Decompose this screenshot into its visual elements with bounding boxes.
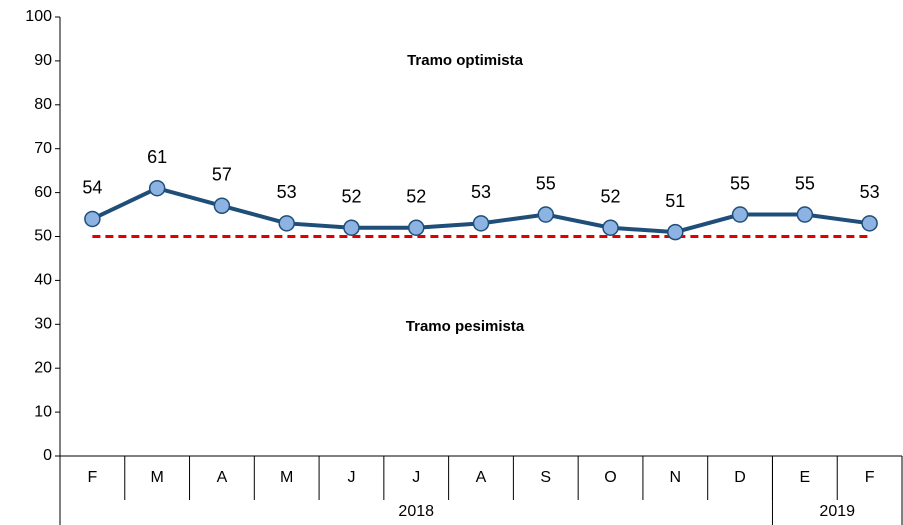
data-label: 51 [665, 191, 685, 211]
marker [796, 206, 814, 223]
data-label: 52 [341, 186, 361, 206]
x-tick-label: S [540, 469, 551, 486]
y-tick-label: 100 [25, 8, 52, 25]
y-tick-label: 30 [34, 316, 52, 333]
data-label: 53 [860, 182, 880, 202]
marker [213, 197, 231, 215]
x-tick-label: J [347, 469, 355, 486]
x-tick-label: M [280, 469, 293, 486]
x-tick-label: J [412, 469, 420, 486]
data-label: 61 [147, 147, 167, 167]
data-label: 52 [601, 186, 621, 206]
y-tick-label: 0 [43, 447, 52, 464]
data-label: 53 [471, 182, 491, 202]
annotation: Tramo pesimista [406, 318, 525, 335]
x-tick-label: F [865, 469, 875, 486]
marker [148, 179, 166, 197]
marker [278, 215, 295, 232]
x-tick-label: E [800, 469, 811, 486]
x-tick-label: F [87, 469, 97, 486]
data-label: 53 [277, 182, 297, 202]
marker [407, 219, 425, 236]
data-label: 54 [82, 178, 102, 198]
y-tick-label: 10 [34, 403, 52, 420]
y-tick-label: 40 [34, 272, 52, 289]
y-tick-label: 70 [34, 140, 52, 157]
x-tick-label: A [476, 469, 487, 486]
marker [343, 219, 360, 236]
data-label: 55 [795, 173, 815, 193]
marker [602, 219, 619, 236]
y-tick-label: 50 [34, 228, 52, 245]
annotation: Tramo optimista [407, 52, 524, 69]
x-tick-label: M [150, 469, 163, 486]
group-label: 2019 [819, 503, 855, 520]
x-tick-label: O [604, 469, 616, 486]
x-tick-label: D [734, 469, 746, 486]
data-label: 52 [406, 186, 426, 206]
y-tick-label: 80 [34, 96, 52, 113]
y-tick-label: 90 [34, 52, 52, 69]
marker [861, 215, 878, 232]
x-tick-label: N [670, 469, 682, 486]
marker [84, 210, 101, 228]
data-label: 55 [730, 173, 750, 193]
marker [667, 223, 684, 241]
y-tick-label: 20 [34, 359, 52, 376]
x-tick-label: A [217, 469, 228, 486]
marker [537, 206, 555, 223]
marker [731, 206, 749, 223]
group-label: 2018 [398, 503, 434, 520]
marker [472, 215, 490, 232]
data-label: 55 [536, 173, 556, 193]
y-tick-label: 60 [34, 184, 52, 201]
data-label: 57 [212, 165, 232, 185]
